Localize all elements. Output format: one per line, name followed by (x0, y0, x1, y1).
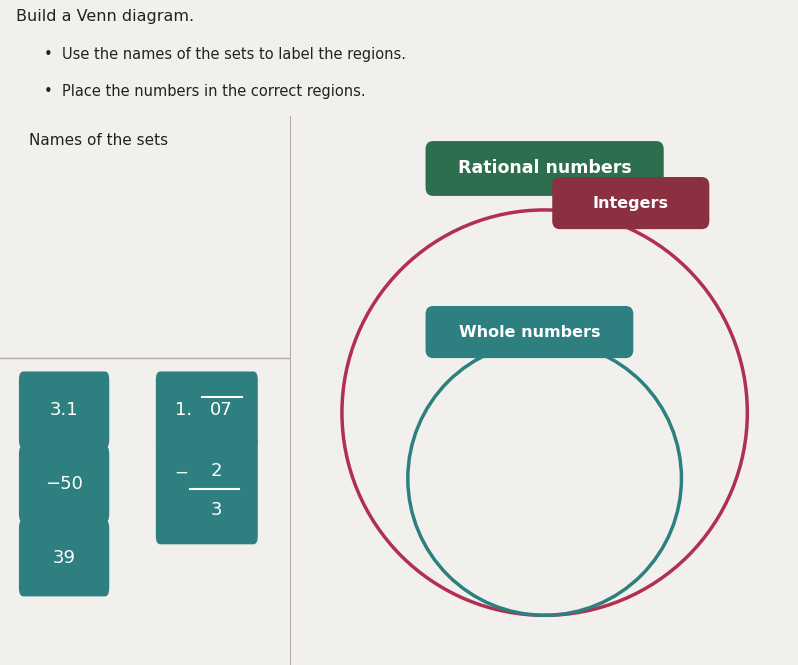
Text: −: − (174, 464, 188, 481)
Text: −50: −50 (45, 475, 83, 493)
Text: •  Use the names of the sets to label the regions.: • Use the names of the sets to label the… (44, 47, 406, 62)
FancyBboxPatch shape (19, 519, 109, 597)
Text: Rational numbers: Rational numbers (458, 160, 631, 178)
FancyBboxPatch shape (19, 372, 109, 448)
FancyBboxPatch shape (156, 372, 258, 448)
FancyBboxPatch shape (425, 141, 664, 196)
Text: Names of the sets: Names of the sets (29, 133, 168, 148)
FancyBboxPatch shape (552, 177, 709, 229)
Text: Whole numbers: Whole numbers (459, 325, 600, 340)
FancyBboxPatch shape (425, 306, 634, 358)
Text: Numbers: Numbers (29, 374, 106, 389)
Text: 39: 39 (53, 549, 76, 567)
Text: Integers: Integers (593, 196, 669, 211)
Text: Build a Venn diagram.: Build a Venn diagram. (16, 9, 194, 25)
Text: 1.: 1. (175, 401, 192, 419)
Text: 07: 07 (209, 401, 232, 419)
FancyBboxPatch shape (156, 435, 258, 544)
Text: 3.1: 3.1 (49, 401, 78, 419)
FancyBboxPatch shape (19, 446, 109, 523)
Text: 2: 2 (211, 462, 222, 479)
Text: 3: 3 (211, 501, 222, 519)
Text: •  Place the numbers in the correct regions.: • Place the numbers in the correct regio… (44, 84, 365, 99)
